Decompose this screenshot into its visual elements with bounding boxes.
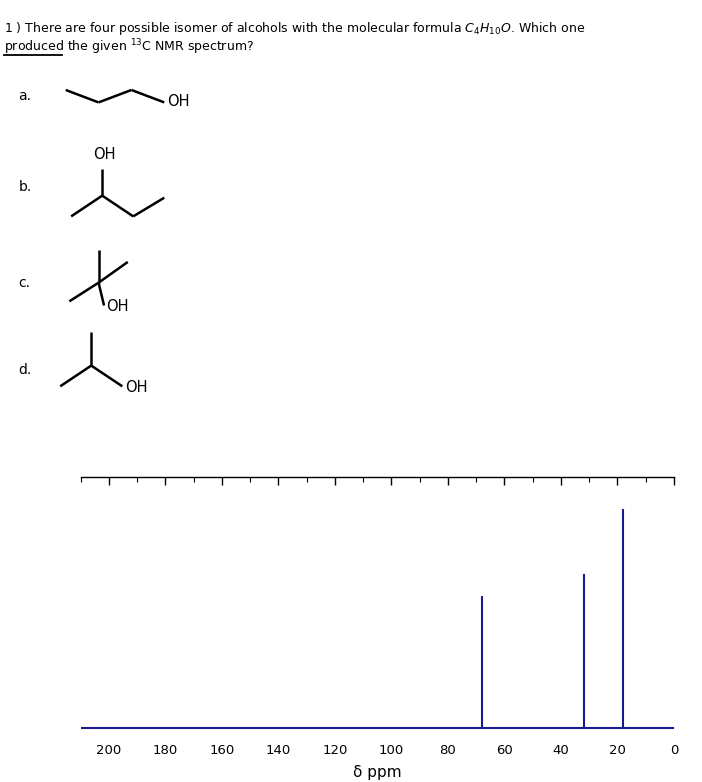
Text: produced the given $^{13}$C NMR spectrum?: produced the given $^{13}$C NMR spectrum…	[4, 38, 253, 57]
Text: OH: OH	[125, 379, 147, 395]
Text: a.: a.	[18, 89, 32, 103]
X-axis label: δ ppm: δ ppm	[353, 765, 402, 780]
Text: 1 ) There are four possible isomer of alcohols with the molecular formula $C_4H_: 1 ) There are four possible isomer of al…	[4, 20, 585, 37]
Text: OH: OH	[167, 94, 190, 109]
Text: OH: OH	[107, 300, 129, 314]
Text: d.: d.	[18, 363, 32, 377]
Text: OH: OH	[93, 147, 116, 162]
Text: b.: b.	[18, 181, 32, 195]
Text: c.: c.	[18, 276, 30, 289]
